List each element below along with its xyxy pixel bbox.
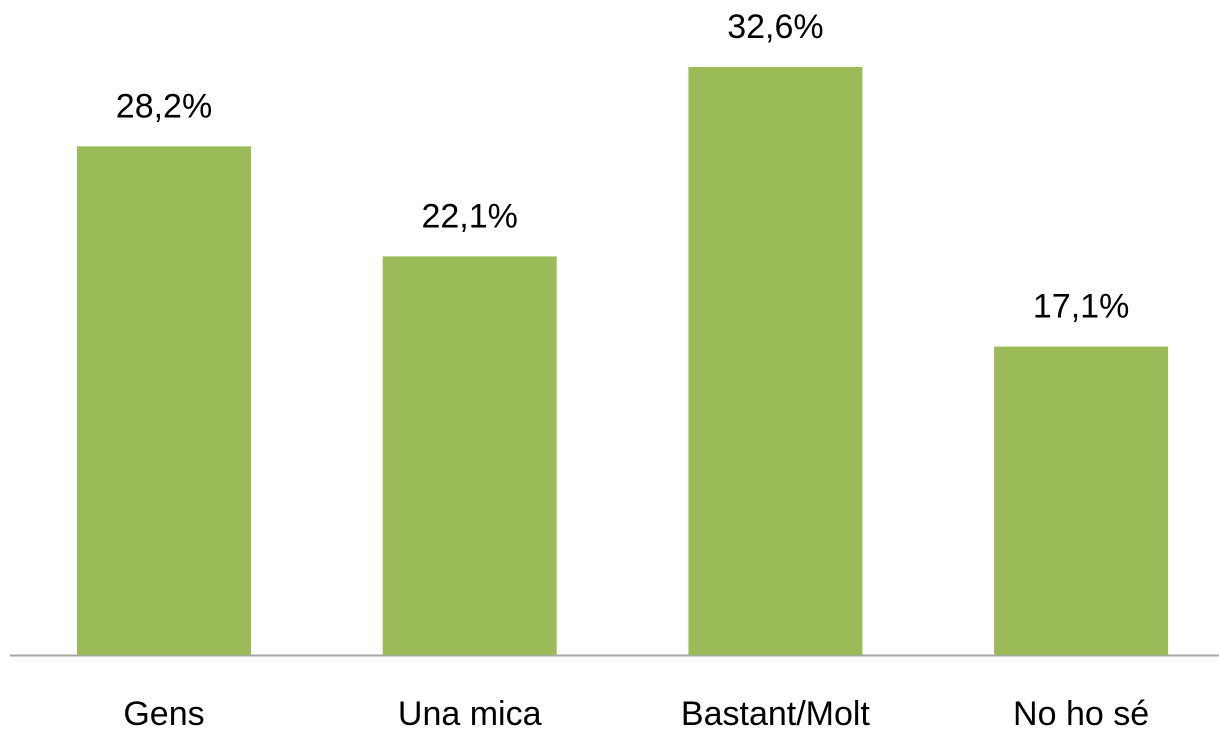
- data-label: 28,2%: [116, 87, 212, 125]
- bar: [688, 67, 863, 655]
- data-label: 32,6%: [727, 8, 823, 46]
- bar: [994, 346, 1169, 655]
- data-label: 22,1%: [421, 197, 517, 235]
- bar: [77, 146, 251, 655]
- bar: [382, 256, 557, 655]
- data-label: 17,1%: [1033, 288, 1129, 326]
- x-tick-label: Bastant/Molt: [681, 695, 871, 733]
- x-tick-label: Una mica: [398, 695, 542, 733]
- x-tick-label: Gens: [123, 695, 204, 733]
- x-tick-label: No ho sé: [1013, 695, 1149, 733]
